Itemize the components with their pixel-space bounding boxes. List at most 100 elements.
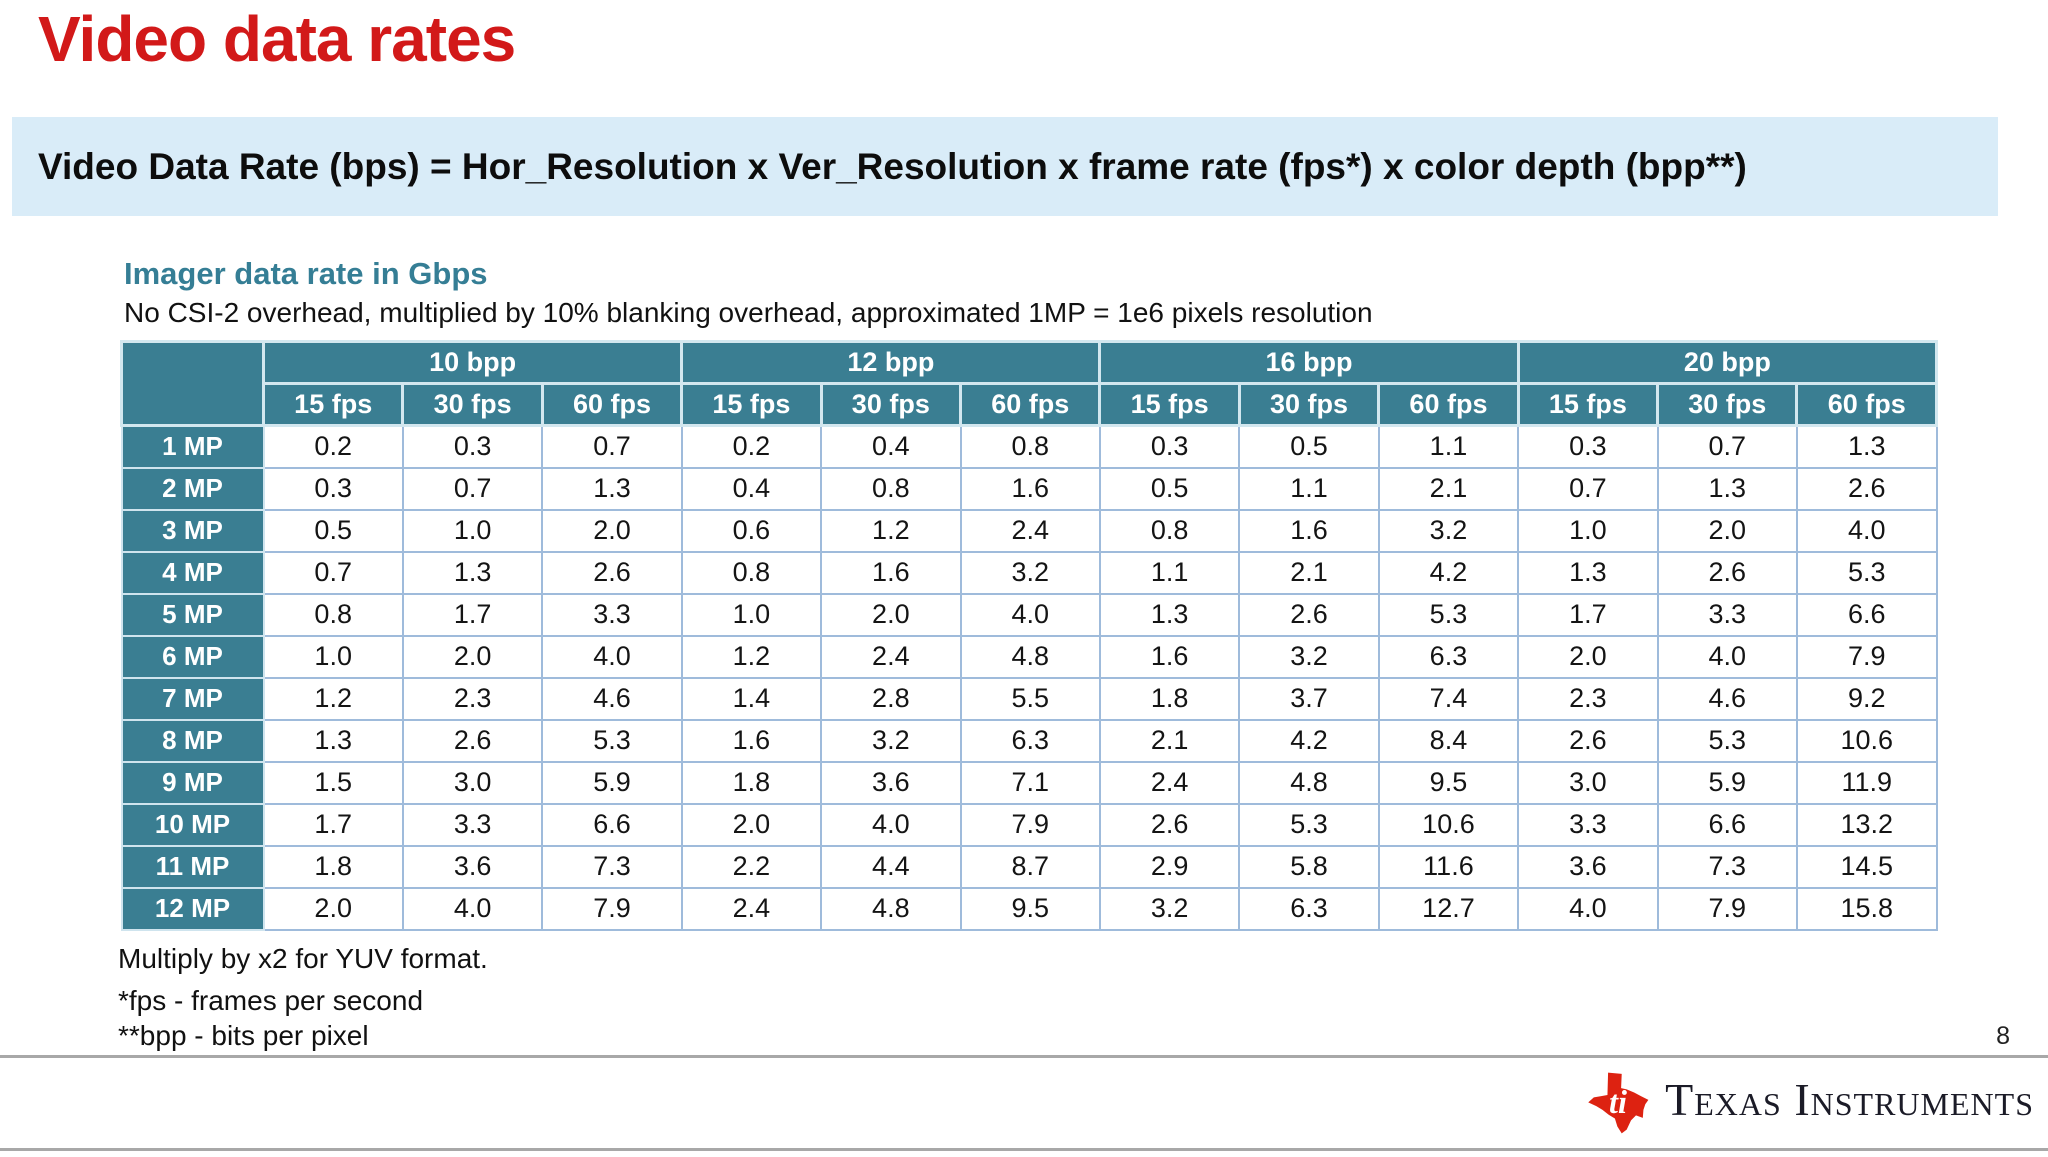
mp-row-label: 4 MP [120, 550, 265, 595]
rate-cell: 0.7 [401, 466, 544, 511]
note-yuv: Multiply by x2 for YUV format. [118, 943, 488, 974]
rate-cell: 0.4 [820, 424, 962, 469]
rate-cell: 14.5 [1795, 844, 1938, 889]
rate-cell: 1.1 [1098, 550, 1241, 595]
rate-cell: 4.0 [1656, 634, 1798, 679]
mp-row-label: 8 MP [120, 718, 265, 763]
rate-cell: 1.4 [680, 676, 823, 721]
rate-cell: 1.0 [1517, 508, 1659, 553]
rate-cell: 6.6 [541, 802, 683, 847]
rate-cell: 3.2 [959, 550, 1101, 595]
rate-cell: 1.2 [262, 676, 404, 721]
rate-cell: 1.0 [680, 592, 823, 637]
rate-cell: 8.4 [1377, 718, 1520, 763]
mp-row-label: 1 MP [120, 424, 265, 469]
fps-column-header: 15 fps [261, 382, 405, 427]
fps-column-header: 60 fps [1377, 382, 1520, 427]
rate-cell: 4.0 [1517, 886, 1659, 931]
rate-cell: 1.6 [1098, 634, 1241, 679]
rate-cell: 1.7 [1517, 592, 1659, 637]
rate-cell: 0.5 [262, 508, 404, 553]
rate-cell: 2.4 [1098, 760, 1241, 805]
fps-column-header: 60 fps [540, 382, 684, 427]
rate-cell: 6.6 [1795, 592, 1938, 637]
rate-cell: 3.3 [541, 592, 683, 637]
bpp-group-header-row: 10 bpp 12 bpp 16 bpp 20 bpp [120, 340, 1939, 427]
mp-row-label: 2 MP [120, 466, 265, 511]
rate-cell: 0.8 [262, 592, 404, 637]
rate-cell: 1.6 [1238, 508, 1380, 553]
rate-cell: 2.4 [959, 508, 1101, 553]
rate-cell: 2.0 [401, 634, 544, 679]
data-rate-table-wrap: 10 bpp 12 bpp 16 bpp 20 bpp 15 fps 30 fps 60 … [120, 340, 1939, 931]
fps-column-header: 30 fps [819, 382, 963, 427]
rate-cell: 4.0 [541, 634, 683, 679]
rate-cell: 0.7 [541, 424, 683, 469]
fps-column-header: 60 fps [1795, 382, 1938, 427]
footer-rule-top [0, 1055, 2048, 1058]
rate-cell: 4.2 [1238, 718, 1380, 763]
rate-cell: 7.4 [1377, 676, 1520, 721]
rate-cell: 5.8 [1238, 844, 1380, 889]
footer-rule-bottom [0, 1148, 2048, 1151]
rate-cell: 0.8 [680, 550, 823, 595]
rate-cell: 1.1 [1238, 466, 1380, 511]
rate-cell: 1.7 [401, 592, 544, 637]
table-row: 1 MP 0.2 0.3 0.7 0.2 0.4 0.8 0.3 0.5 1.1 0.3 0.7 1.3 [120, 424, 1938, 469]
mp-row-label: 12 MP [120, 886, 265, 931]
mp-row-label: 10 MP [120, 802, 265, 847]
rate-cell: 1.3 [1517, 550, 1659, 595]
rate-cell: 2.6 [401, 718, 544, 763]
rate-cell: 2.0 [680, 802, 823, 847]
rate-cell: 6.3 [1377, 634, 1520, 679]
rate-cell: 5.9 [1656, 760, 1798, 805]
table-corner-cell [120, 340, 265, 427]
bpp-group-header: 20 bpp [1516, 340, 1939, 385]
rate-cell: 1.6 [959, 466, 1101, 511]
rate-cell: 4.8 [959, 634, 1101, 679]
rate-cell: 4.0 [820, 802, 962, 847]
rate-cell: 3.2 [1377, 508, 1520, 553]
rate-cell: 2.4 [680, 886, 823, 931]
mp-row-label: 11 MP [120, 844, 265, 889]
rate-cell: 2.0 [1517, 634, 1659, 679]
ti-monogram: ti [1609, 1084, 1627, 1120]
rate-cell: 3.3 [401, 802, 544, 847]
rate-cell: 8.7 [959, 844, 1101, 889]
table-row: 7 MP 1.2 2.3 4.6 1.4 2.8 5.5 1.8 3.7 7.4 2.3 4.6 9.2 [120, 676, 1938, 721]
rate-cell: 5.3 [541, 718, 683, 763]
rate-cell: 0.3 [1098, 424, 1241, 469]
rate-cell: 2.0 [820, 592, 962, 637]
rate-cell: 9.5 [1377, 760, 1520, 805]
rate-cell: 7.9 [541, 886, 683, 931]
rate-cell: 11.6 [1377, 844, 1520, 889]
rate-cell: 2.6 [1517, 718, 1659, 763]
rate-cell: 0.3 [262, 466, 404, 511]
fps-column-header: 15 fps [1516, 382, 1660, 427]
rate-cell: 3.6 [820, 760, 962, 805]
rate-cell: 2.2 [680, 844, 823, 889]
mp-row-label: 3 MP [120, 508, 265, 553]
rate-cell: 2.3 [401, 676, 544, 721]
rate-cell: 2.8 [820, 676, 962, 721]
table-row: 8 MP 1.3 2.6 5.3 1.6 3.2 6.3 2.1 4.2 8.4 2.6 5.3 10.… [120, 718, 1938, 763]
rate-cell: 1.3 [401, 550, 544, 595]
rate-cell: 2.0 [1656, 508, 1798, 553]
rate-cell: 7.9 [959, 802, 1101, 847]
rate-cell: 0.7 [1656, 424, 1798, 469]
note-bpp: **bpp - bits per pixel [118, 1020, 369, 1051]
rate-cell: 1.6 [680, 718, 823, 763]
bpp-group-header: 12 bpp [680, 340, 1102, 385]
rate-cell: 5.3 [1377, 592, 1520, 637]
rate-cell: 5.3 [1656, 718, 1798, 763]
rate-cell: 4.0 [959, 592, 1101, 637]
fps-column-header: 30 fps [1656, 382, 1799, 427]
table-row: 12 MP 2.0 4.0 7.9 2.4 4.8 9.5 3.2 6.3 12.7 4.0 7.9 1… [120, 886, 1938, 931]
rate-cell: 1.3 [541, 466, 683, 511]
rate-cell: 2.0 [541, 508, 683, 553]
rate-cell: 3.3 [1656, 592, 1798, 637]
bpp-group-header: 10 bpp [261, 340, 684, 385]
rate-cell: 12.7 [1377, 886, 1520, 931]
table-row: 9 MP 1.5 3.0 5.9 1.8 3.6 7.1 2.4 4.8 9.5 3.0 5.9 11.… [120, 760, 1938, 805]
